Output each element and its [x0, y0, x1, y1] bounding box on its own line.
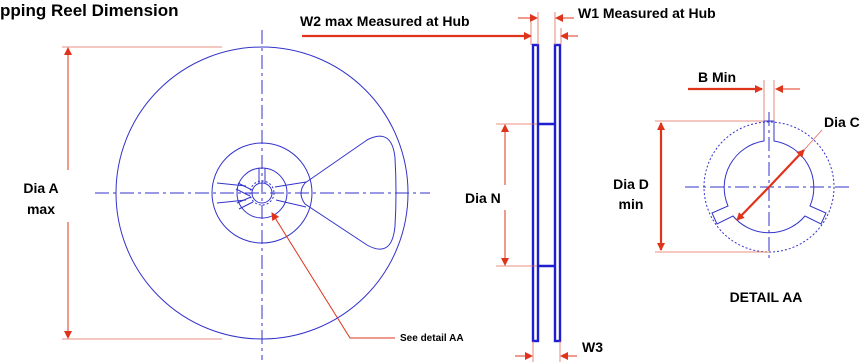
detail-aa-caption: DETAIL AA	[730, 289, 803, 305]
dia-c-dimension-arrow-a	[769, 149, 805, 187]
reel-flange-left	[531, 43, 540, 343]
w3-label: W3	[582, 339, 603, 355]
see-detail-leader	[271, 212, 395, 339]
b-min-label: B Min	[698, 69, 736, 85]
dia-c-label: Dia C	[824, 114, 860, 130]
reel-spoke-lines	[216, 181, 307, 208]
w1-label: W1 Measured at Hub	[578, 5, 716, 21]
w2-label: W2 max Measured at Hub	[300, 13, 470, 29]
diagram-title: pping Reel Dimension	[0, 1, 179, 20]
reel-center-hole	[251, 182, 273, 204]
reel-front-view: Dia A max See detail AA	[23, 30, 464, 360]
dia-a-max-label: max	[27, 201, 55, 217]
reel-key-slot-top	[258, 168, 266, 183]
dia-c-leader	[803, 129, 823, 151]
reel-hub-circle	[211, 142, 313, 244]
dia-n-label: Dia N	[465, 190, 501, 206]
reel-window-cutout	[300, 135, 397, 250]
reel-flange-right	[553, 43, 562, 343]
see-detail-label: See detail AA	[400, 333, 464, 344]
dia-d-min-label: min	[619, 196, 644, 212]
reel-center-dotted-circle	[249, 180, 275, 206]
reel-side-view: W2 max Measured at Hub W1 Measured at Hu…	[300, 5, 716, 362]
reel-outer-circle	[115, 46, 409, 340]
reel-key-slot-left	[235, 182, 253, 197]
dia-c-dimension-arrow-b	[736, 185, 771, 221]
dia-d-label: Dia D	[613, 176, 649, 192]
detail-slotted-hub	[711, 120, 827, 234]
reel-arbor-circle	[236, 167, 288, 219]
detail-aa-view: Dia C B Min Dia D min DETAIL AA	[613, 69, 860, 305]
dia-a-label: Dia A	[23, 180, 58, 196]
